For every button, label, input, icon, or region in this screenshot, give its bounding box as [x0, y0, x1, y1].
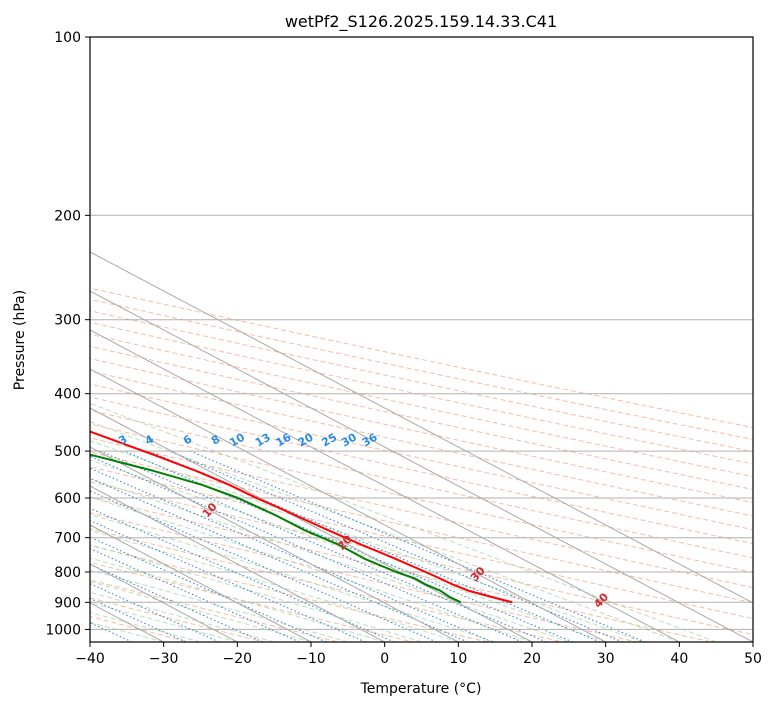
mixing-ratio-line — [90, 536, 327, 642]
mixing-ratio-line — [169, 450, 623, 642]
mixing-ratio-line — [90, 563, 264, 642]
y-tick-label: 400 — [54, 387, 81, 403]
isotherm-gridline — [90, 251, 753, 604]
x-tick-label: 40 — [670, 651, 688, 667]
moist-adiabat-line — [90, 402, 717, 642]
isotherm-gridline — [90, 329, 680, 642]
x-tick-label: 0 — [380, 651, 389, 667]
moist-adiabat-line — [90, 591, 275, 642]
moist-adiabat-line — [90, 544, 422, 642]
moist-adiabat-line — [90, 421, 680, 642]
x-tick-label: 50 — [744, 651, 762, 667]
plot-area: -100-90-80-70-60-50-40-30-20-10010203040… — [90, 37, 753, 642]
y-tick-label: 100 — [54, 30, 81, 46]
y-tick-label: 600 — [54, 491, 81, 507]
moist-adiabats — [90, 402, 717, 642]
dry-adiabats — [90, 287, 753, 642]
mixing-ratio-line — [148, 450, 601, 642]
dewpoint-line — [90, 453, 462, 604]
x-tick-label: −20 — [223, 651, 253, 667]
plot-frame — [89, 36, 754, 643]
moist-adiabat-line — [90, 569, 348, 642]
mixing-ratio-line — [190, 450, 646, 642]
chart-title: wetPf2_S126.2025.159.14.33.C41 — [285, 12, 557, 32]
y-tick-label: 900 — [54, 595, 81, 611]
x-tick-label: −30 — [149, 651, 179, 667]
mixing-ratio-line — [90, 583, 220, 642]
x-axis-label: Temperature (°C) — [360, 681, 482, 697]
x-tick-label: 30 — [597, 651, 615, 667]
isotherm-gridline — [90, 368, 606, 642]
y-tick-label: 200 — [54, 208, 81, 224]
moist-adiabat-line — [90, 440, 643, 642]
moist-adiabat-line — [90, 496, 533, 642]
y-axis-label: Pressure (hPa) — [12, 290, 28, 390]
mixing-ratio-line — [99, 450, 547, 642]
y-tick-label: 300 — [54, 313, 81, 329]
y-tick-label: 1000 — [45, 622, 81, 638]
mixing-ratio-line — [90, 597, 187, 642]
mixing-ratio-lines — [90, 450, 646, 642]
mixing-ratio-line — [90, 490, 437, 642]
isotherm-gridline — [90, 524, 312, 642]
y-tick-label: 800 — [54, 565, 81, 581]
moist-adiabat-line — [90, 459, 606, 642]
mixing-ratio-line — [90, 477, 468, 642]
x-tick-label: −10 — [296, 651, 326, 667]
isotherm-gridline — [90, 446, 459, 642]
y-tick-label: 700 — [54, 531, 81, 547]
x-tick-label: 10 — [449, 651, 467, 667]
isotherm-gridlines — [90, 251, 753, 642]
x-axis: −40 −30 −20 −10 0 10 20 30 40 50 — [75, 642, 762, 667]
mixing-ratio-line — [90, 467, 493, 642]
y-tick-label: 500 — [54, 444, 81, 460]
moist-adiabat-line — [90, 513, 496, 642]
x-tick-label: −40 — [75, 651, 105, 667]
temperature-line — [90, 430, 513, 604]
x-tick-label: 20 — [523, 651, 541, 667]
isobar-gridlines — [90, 37, 753, 630]
isotherm-gridline — [90, 290, 753, 642]
isotherm-gridline — [90, 485, 385, 642]
sounding-series — [90, 430, 513, 604]
isotherm-gridline — [90, 407, 533, 642]
y-axis: 100 200 300 400 500 600 700 800 900 1000 — [45, 30, 90, 638]
dry-adiabat-line — [90, 597, 264, 642]
